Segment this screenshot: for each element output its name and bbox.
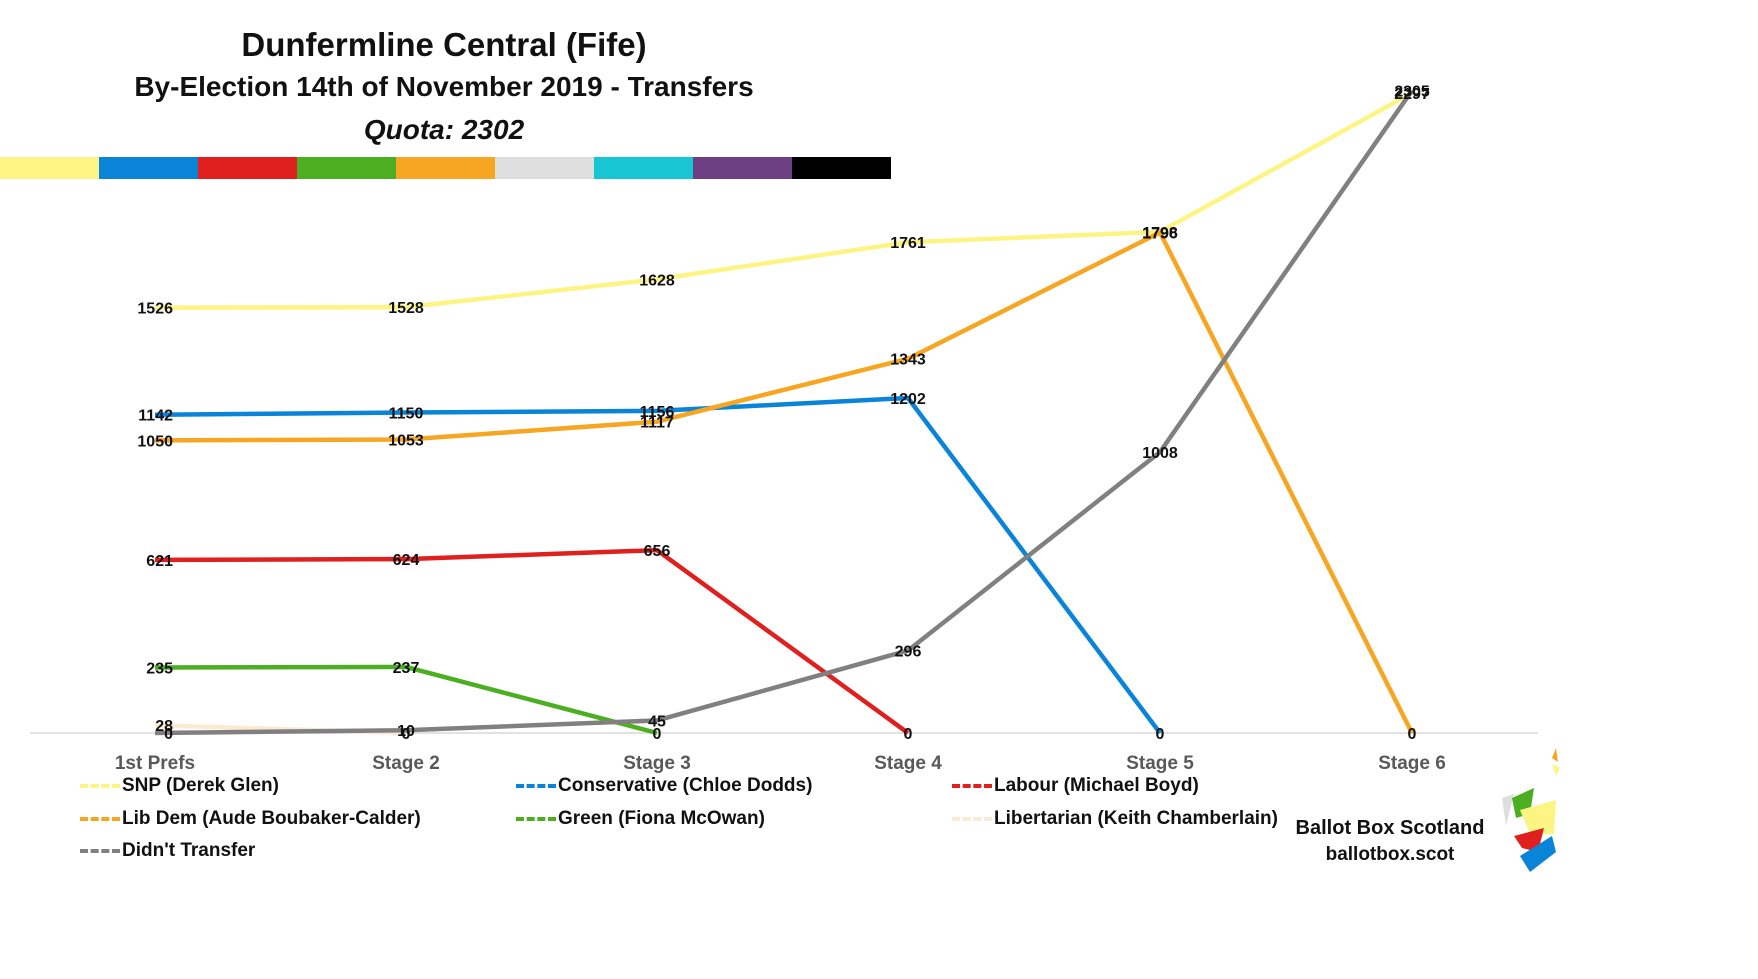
color-strip-swatch [396,157,495,179]
data-label: 237 [393,660,420,677]
data-label: 1142 [138,408,173,425]
data-label: 1156 [640,404,675,421]
ballot-box-logo-icon [1502,748,1560,872]
data-label: 28 [155,718,173,735]
x-tick-label: Stage 6 [1378,753,1446,774]
color-strip-swatch [792,157,891,179]
series-line [154,230,1415,735]
data-label: 656 [644,543,671,560]
data-label: 0 [1156,726,1165,743]
data-label: 0 [1408,726,1417,743]
brand-url: ballotbox.scot [1325,844,1455,865]
data-label: 2305 [1394,84,1430,101]
brand-block: Ballot Box Scotland ballotbox.scot [1290,814,1490,868]
data-label: 1343 [890,352,926,369]
data-label: 0 [402,726,411,743]
quota-label: Quota: 2302 [363,114,525,145]
series-line [154,547,910,735]
data-label: 1117 [640,415,674,432]
data-label: 1202 [890,391,926,408]
series-line [154,664,658,736]
x-tick-label: Stage 5 [1126,753,1194,774]
color-strip-swatch [297,157,396,179]
series-line [154,89,1414,736]
data-label: 1050 [137,433,173,450]
data-label: 1796 [1142,225,1178,242]
brand-name: Ballot Box Scotland [1295,817,1485,839]
color-strip-swatch [0,157,99,179]
data-label: 0 [653,726,662,743]
data-label: 1798 [1142,225,1178,242]
data-label: 1761 [890,235,926,252]
data-label: 296 [895,644,922,661]
color-strip-swatch [693,157,792,179]
data-label: 45 [648,713,666,730]
series-line [154,395,1162,735]
x-tick-label: Stage 3 [623,753,691,774]
color-strip-swatch [594,157,693,179]
color-strip-swatch [495,157,594,179]
color-strip-swatch [198,157,297,179]
data-label: 0 [904,726,913,743]
x-tick-label: Stage 2 [372,753,440,774]
data-label: 1528 [388,300,424,317]
data-label: 0 [164,726,173,743]
series-line [154,90,1414,310]
chart-title: Dunfermline Central (Fife) [241,26,647,63]
chart-subtitle: By-Election 14th of November 2019 - Tran… [134,71,754,102]
color-strip-swatch [99,157,198,179]
data-label: 1053 [388,433,424,450]
data-label: 10 [397,723,415,740]
data-label: 1150 [389,406,424,423]
x-tick-label: 1st Prefs [115,753,195,774]
data-label: 1628 [639,272,675,289]
chart-title-block: Dunfermline Central (Fife) By-Election 1… [0,24,888,152]
data-label: 2297 [1394,86,1430,103]
data-label: 1526 [137,301,173,318]
party-color-strip [0,157,891,179]
data-label: 624 [393,552,420,569]
data-label: 621 [146,553,173,570]
x-tick-label: Stage 4 [874,753,942,774]
data-label: 235 [146,661,173,678]
data-label: 1008 [1142,445,1178,462]
